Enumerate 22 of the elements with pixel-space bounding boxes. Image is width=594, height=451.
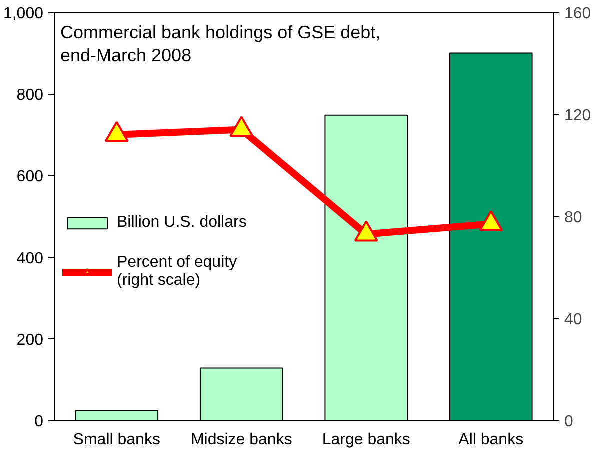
legend-label: Billion U.S. dollars bbox=[117, 214, 247, 232]
bar bbox=[324, 114, 408, 420]
y-tick-label: 800 bbox=[16, 87, 44, 104]
y2-tick-label: 160 bbox=[564, 6, 592, 22]
legend-label: Percent of equity (right scale) bbox=[117, 254, 238, 290]
bar bbox=[449, 52, 533, 420]
bar bbox=[200, 368, 284, 420]
y2-tick-label: 80 bbox=[564, 210, 582, 226]
x-tick-label: All banks bbox=[458, 432, 524, 448]
y2-tick-label: 120 bbox=[564, 108, 592, 124]
x-tick-label: Midsize banks bbox=[190, 432, 292, 448]
bar bbox=[75, 410, 159, 420]
y2-tick-label: 40 bbox=[564, 312, 582, 328]
x-tick-label: Large banks bbox=[322, 432, 410, 448]
y-tick-label: 600 bbox=[16, 168, 44, 186]
y-tick-label: 0 bbox=[34, 414, 44, 430]
y-tick-label: 400 bbox=[16, 250, 44, 268]
text: Commercial bank holdings of GSE debt, end-March 2008 bbox=[60, 22, 381, 66]
y2-tick-label: 0 bbox=[564, 414, 574, 430]
y-tick-label: 200 bbox=[16, 332, 44, 349]
y-tick-label: 1,000 bbox=[3, 6, 44, 22]
x-tick-label: Small banks bbox=[73, 432, 160, 448]
